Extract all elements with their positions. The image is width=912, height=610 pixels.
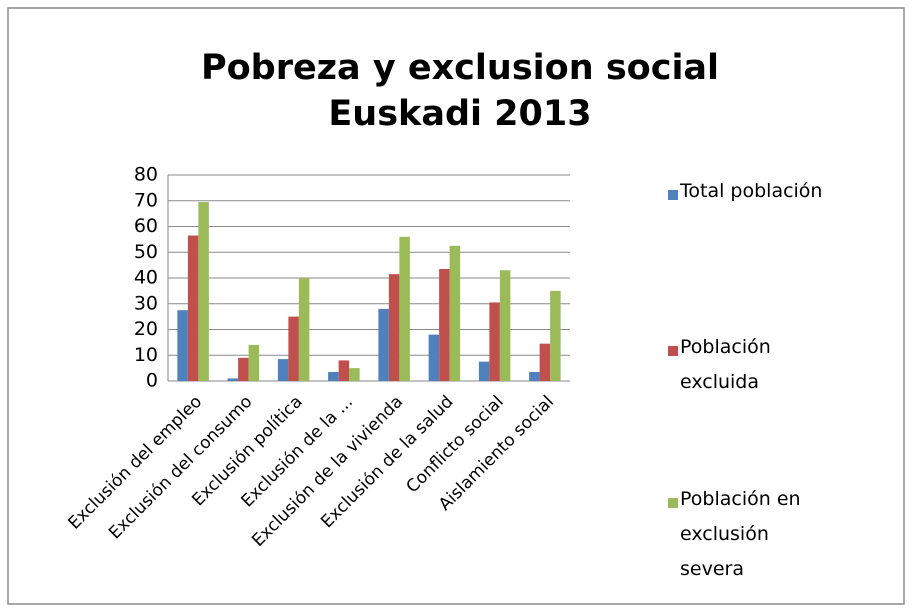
legend-label: Población en exclusión severa — [680, 488, 801, 580]
bar — [550, 290, 561, 381]
bar — [539, 343, 551, 381]
legend-entry: Población en exclusión severa — [680, 488, 801, 580]
y-tick-label: 60 — [134, 215, 158, 237]
bar — [478, 361, 490, 381]
bar — [298, 278, 310, 381]
legend-entry: Población excluida — [680, 336, 771, 393]
bar — [499, 270, 511, 381]
y-tick-label: 30 — [134, 292, 158, 314]
bar — [529, 371, 540, 381]
y-tick-label: 50 — [134, 241, 158, 263]
bar — [328, 371, 339, 381]
bar — [277, 359, 289, 381]
y-tick-label: 10 — [134, 344, 158, 366]
y-tick-label: 40 — [134, 267, 158, 289]
legend-swatch — [668, 498, 678, 508]
bar — [378, 308, 389, 381]
bar — [449, 245, 461, 381]
y-tick-label: 20 — [134, 318, 158, 340]
bar — [227, 378, 239, 381]
legend-swatch — [668, 346, 678, 356]
bar — [439, 268, 450, 381]
legend-label: Población excluida — [680, 336, 771, 393]
bar — [198, 202, 209, 381]
y-tick-label: 0 — [146, 370, 158, 392]
bar — [338, 360, 350, 381]
bar — [177, 310, 188, 381]
bar — [238, 357, 249, 381]
legend-swatch — [668, 190, 678, 200]
bar — [288, 316, 299, 381]
bar — [399, 236, 410, 381]
bar — [489, 302, 500, 381]
y-tick-label: 80 — [134, 164, 158, 186]
y-tick-label: 70 — [134, 189, 158, 211]
chart-title: Pobreza y exclusion social Euskadi 2013 — [200, 48, 720, 134]
bar — [428, 334, 440, 381]
bar — [349, 368, 360, 381]
legend-label: Total población — [680, 180, 823, 202]
legend-entry: Total población — [680, 180, 823, 202]
title-box: Pobreza y exclusion social Euskadi 2013 — [200, 48, 720, 134]
bar — [388, 274, 400, 381]
bar — [187, 235, 199, 381]
bar — [248, 344, 260, 381]
